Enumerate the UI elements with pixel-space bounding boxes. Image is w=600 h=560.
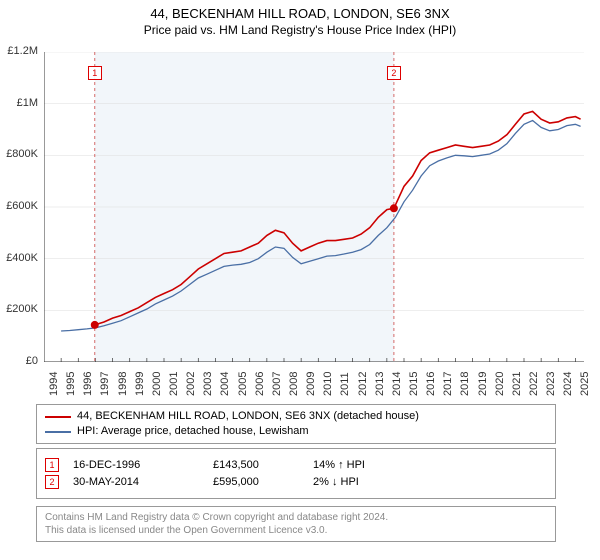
x-tick-label: 2023	[545, 372, 557, 396]
x-tick-label: 1997	[99, 372, 111, 396]
cell-date: 30-MAY-2014	[73, 476, 213, 488]
chart-container: 44, BECKENHAM HILL ROAD, LONDON, SE6 3NX…	[0, 0, 600, 560]
x-tick-label: 2001	[168, 372, 180, 396]
event-marker: 2	[387, 66, 401, 80]
table-row: 2 30-MAY-2014 £595,000 2% ↓ HPI	[45, 475, 547, 489]
chart-title: 44, BECKENHAM HILL ROAD, LONDON, SE6 3NX	[0, 0, 600, 21]
x-tick-label: 2016	[425, 372, 437, 396]
transaction-table: 1 16-DEC-1996 £143,500 14% ↑ HPI 2 30-MA…	[36, 448, 556, 499]
event-marker: 1	[88, 66, 102, 80]
x-tick-label: 2011	[339, 372, 351, 396]
attribution: Contains HM Land Registry data © Crown c…	[36, 506, 556, 542]
x-tick-label: 1995	[65, 372, 77, 396]
y-tick-label: £400K	[0, 252, 38, 264]
x-tick-label: 2013	[374, 372, 386, 396]
legend-label: 44, BECKENHAM HILL ROAD, LONDON, SE6 3NX…	[77, 409, 419, 424]
legend-swatch	[45, 416, 71, 418]
x-tick-label: 2010	[322, 372, 334, 396]
x-tick-label: 2005	[237, 372, 249, 396]
x-tick-label: 2021	[511, 372, 523, 396]
attribution-line: Contains HM Land Registry data © Crown c…	[45, 511, 547, 524]
x-tick-label: 1994	[48, 372, 60, 396]
x-tick-label: 1996	[82, 372, 94, 396]
y-tick-label: £800K	[0, 148, 38, 160]
x-tick-label: 2015	[408, 372, 420, 396]
y-tick-label: £200K	[0, 303, 38, 315]
y-tick-label: £1.2M	[0, 45, 38, 57]
x-tick-label: 2006	[254, 372, 266, 396]
attribution-line: This data is licensed under the Open Gov…	[45, 524, 547, 537]
x-tick-label: 2022	[528, 372, 540, 396]
x-tick-label: 2014	[391, 372, 403, 396]
x-tick-label: 2000	[151, 372, 163, 396]
y-tick-label: £0	[0, 355, 38, 367]
table-row: 1 16-DEC-1996 £143,500 14% ↑ HPI	[45, 458, 547, 472]
legend: 44, BECKENHAM HILL ROAD, LONDON, SE6 3NX…	[36, 404, 556, 444]
chart-subtitle: Price paid vs. HM Land Registry's House …	[0, 21, 600, 37]
x-tick-label: 2012	[357, 372, 369, 396]
x-tick-label: 1999	[134, 372, 146, 396]
x-tick-label: 2003	[202, 372, 214, 396]
x-tick-label: 2002	[185, 372, 197, 396]
x-tick-label: 2024	[562, 372, 574, 396]
cell-price: £595,000	[213, 476, 313, 488]
chart-svg	[44, 52, 584, 362]
x-tick-label: 2020	[494, 372, 506, 396]
legend-item: 44, BECKENHAM HILL ROAD, LONDON, SE6 3NX…	[45, 409, 547, 424]
x-tick-label: 2009	[305, 372, 317, 396]
marker-badge: 1	[45, 458, 59, 472]
marker-badge: 2	[45, 475, 59, 489]
cell-price: £143,500	[213, 459, 313, 471]
y-tick-label: £1M	[0, 97, 38, 109]
x-axis: 1994 1995 1996 1997 1998 1999 2000 2001 2002 2003…	[44, 362, 584, 402]
cell-date: 16-DEC-1996	[73, 459, 213, 471]
legend-item: HPI: Average price, detached house, Lewi…	[45, 424, 547, 439]
x-tick-label: 2004	[219, 372, 231, 396]
legend-swatch	[45, 431, 71, 433]
x-tick-label: 2007	[271, 372, 283, 396]
x-tick-label: 2018	[459, 372, 471, 396]
legend-label: HPI: Average price, detached house, Lewi…	[77, 424, 309, 439]
x-tick-label: 2017	[442, 372, 454, 396]
cell-delta: 14% ↑ HPI	[313, 459, 453, 471]
y-tick-label: £600K	[0, 200, 38, 212]
x-tick-label: 2019	[477, 372, 489, 396]
plot-area: 12	[44, 52, 584, 362]
cell-delta: 2% ↓ HPI	[313, 476, 453, 488]
x-tick-label: 2025	[579, 372, 591, 396]
y-axis: £0£200K£400K£600K£800K£1M£1.2M	[0, 52, 42, 362]
x-tick-label: 1998	[117, 372, 129, 396]
x-tick-label: 2008	[288, 372, 300, 396]
